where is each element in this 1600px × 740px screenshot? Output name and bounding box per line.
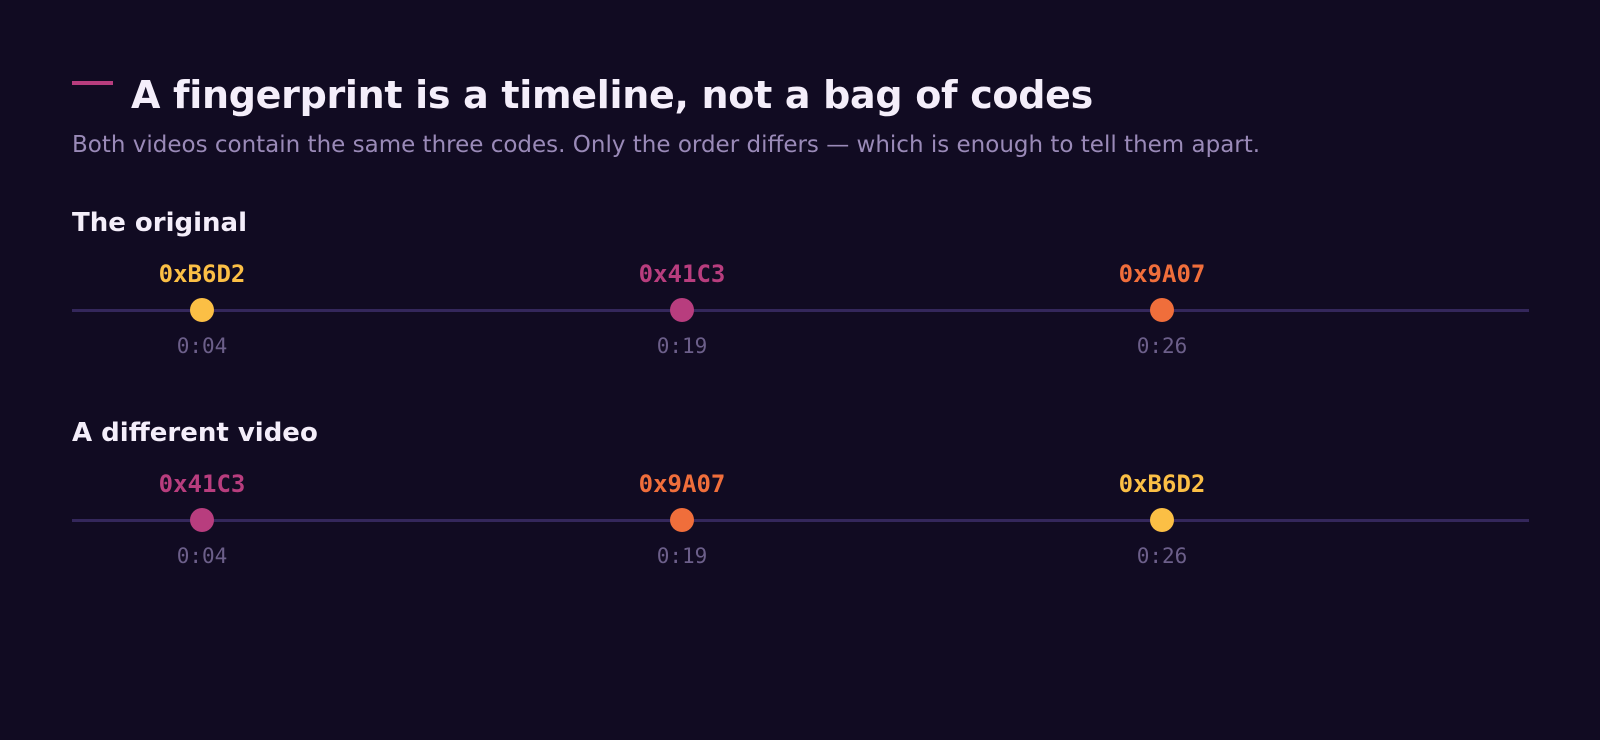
event-code: 0x9A07 [1118, 260, 1206, 288]
event-time: 0:26 [1136, 544, 1188, 568]
event-time: 0:04 [176, 334, 228, 358]
header: A fingerprint is a timeline, not a bag o… [72, 66, 1532, 158]
timeline-label: The original [72, 208, 248, 238]
timeline-event: 0x9A07 0:26 [1062, 248, 1262, 368]
timeline-event: 0xB6D2 0:04 [102, 248, 302, 368]
title-accent-bar [72, 81, 113, 85]
event-code: 0x41C3 [158, 470, 246, 498]
timeline-different-video: A different video 0x41C3 0:04 0x9A07 0:1… [72, 418, 1529, 588]
event-dot [1150, 298, 1174, 322]
timeline-event: 0xB6D2 0:26 [1062, 458, 1262, 578]
timeline-event: 0x9A07 0:19 [582, 458, 782, 578]
event-time: 0:26 [1136, 334, 1188, 358]
event-code: 0xB6D2 [158, 260, 246, 288]
event-time: 0:04 [176, 544, 228, 568]
timeline-event: 0x41C3 0:04 [102, 458, 302, 578]
timeline-label: A different video [72, 418, 318, 448]
event-dot [670, 298, 694, 322]
title-row: A fingerprint is a timeline, not a bag o… [72, 66, 1532, 124]
event-code: 0x9A07 [638, 470, 726, 498]
event-dot [190, 508, 214, 532]
page-title: A fingerprint is a timeline, not a bag o… [131, 73, 1093, 117]
event-dot [190, 298, 214, 322]
event-time: 0:19 [656, 334, 708, 358]
event-dot [1150, 508, 1174, 532]
timeline-line [72, 519, 1529, 522]
timeline-event: 0x41C3 0:19 [582, 248, 782, 368]
timeline-line [72, 309, 1529, 312]
timeline-original: The original 0xB6D2 0:04 0x41C3 0:19 0x9… [72, 208, 1529, 378]
event-code: 0xB6D2 [1118, 470, 1206, 498]
event-dot [670, 508, 694, 532]
event-code: 0x41C3 [638, 260, 726, 288]
page-subtitle: Both videos contain the same three codes… [72, 132, 1261, 158]
event-time: 0:19 [656, 544, 708, 568]
